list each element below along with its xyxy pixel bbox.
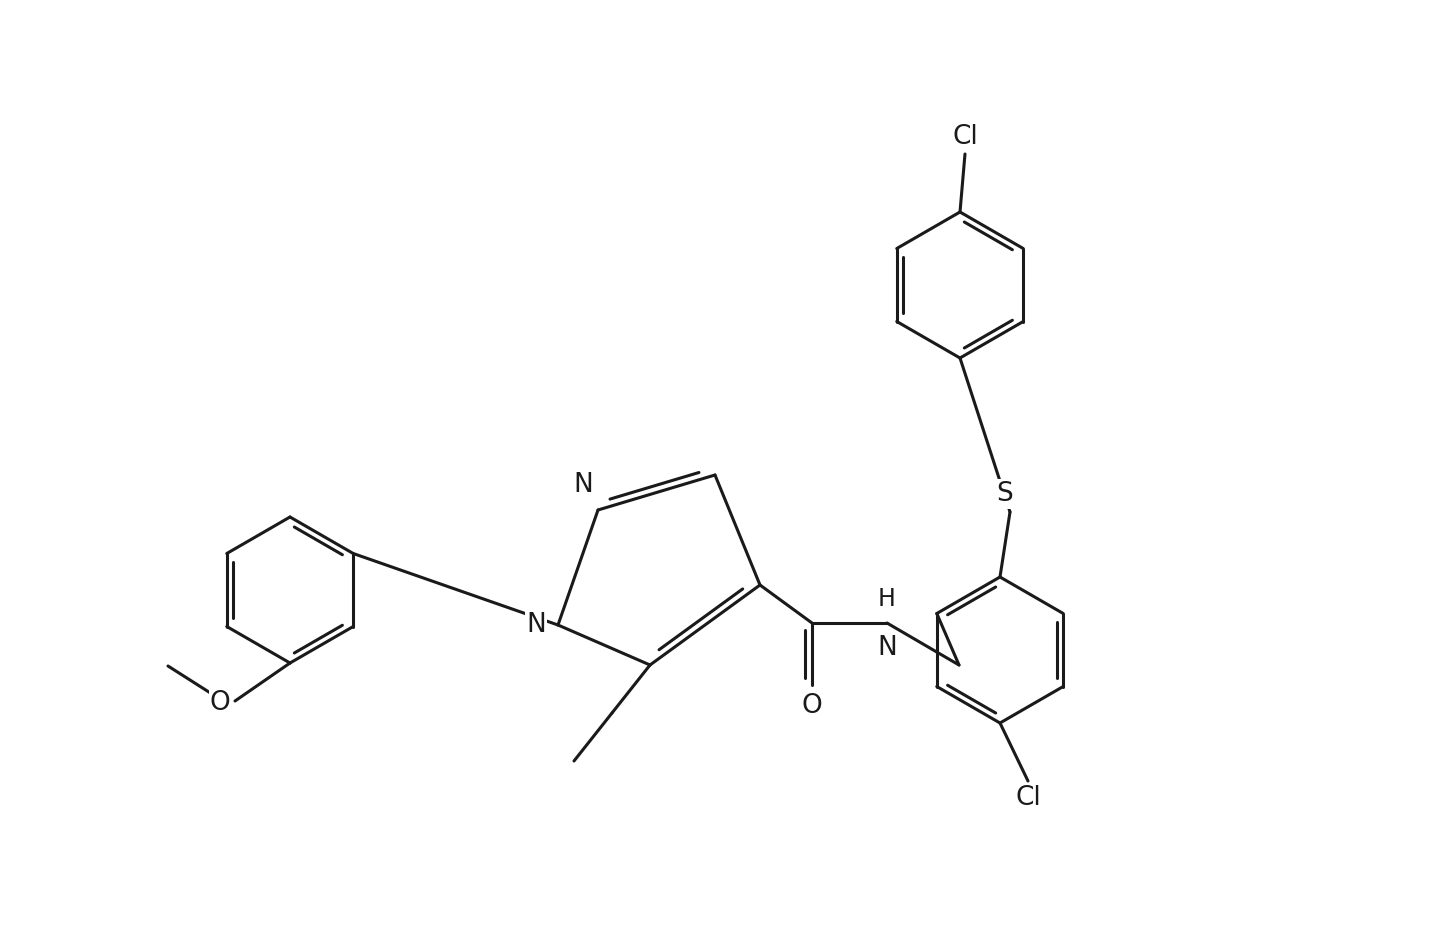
Text: O: O [210, 690, 230, 716]
Text: N: N [877, 635, 897, 661]
Text: O: O [801, 693, 823, 719]
Text: Cl: Cl [952, 124, 978, 150]
Text: S: S [997, 481, 1014, 507]
Text: N: N [526, 612, 546, 638]
Text: Cl: Cl [1015, 785, 1041, 811]
Text: N: N [574, 472, 592, 498]
Text: H: H [879, 587, 896, 611]
